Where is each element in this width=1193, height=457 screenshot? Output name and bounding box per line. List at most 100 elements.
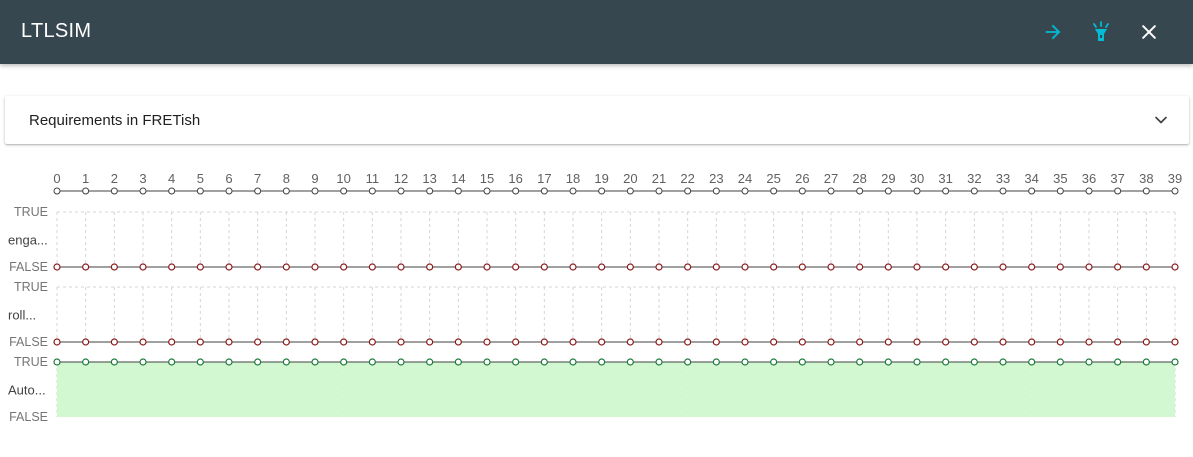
time-tick-label: 22 bbox=[680, 171, 694, 186]
time-tick-label: 19 bbox=[594, 171, 608, 186]
time-tick-label: 29 bbox=[881, 171, 895, 186]
signal-point bbox=[82, 263, 90, 271]
true-area bbox=[1060, 362, 1089, 417]
true-area bbox=[1031, 362, 1061, 417]
false-label: FALSE bbox=[9, 260, 48, 274]
signal-point bbox=[311, 263, 319, 271]
flashlight-icon bbox=[1093, 21, 1109, 41]
simulate-button[interactable] bbox=[1037, 16, 1069, 48]
signal-point bbox=[684, 338, 692, 346]
time-tick-label: 4 bbox=[168, 171, 175, 186]
time-tick-label: 2 bbox=[111, 171, 118, 186]
signal-point bbox=[1085, 358, 1093, 366]
signal-point bbox=[110, 263, 118, 271]
signal-point bbox=[1056, 358, 1064, 366]
true-area bbox=[831, 362, 860, 417]
time-axis-point bbox=[225, 187, 233, 195]
time-tick-label: 0 bbox=[53, 171, 60, 186]
signal-point bbox=[483, 338, 491, 346]
time-axis-point bbox=[827, 187, 835, 195]
time-axis-point bbox=[82, 187, 90, 195]
true-label: TRUE bbox=[14, 355, 48, 369]
signal-point bbox=[942, 358, 950, 366]
time-tick-label: 26 bbox=[795, 171, 809, 186]
true-area bbox=[143, 362, 172, 417]
time-tick-label: 27 bbox=[824, 171, 838, 186]
true-area bbox=[429, 362, 459, 417]
signal-point bbox=[741, 358, 749, 366]
signal-point bbox=[454, 358, 462, 366]
time-tick-label: 12 bbox=[394, 171, 408, 186]
highlight-button[interactable] bbox=[1085, 16, 1117, 48]
signal-row: TRUE FALSE Auto... bbox=[8, 355, 1179, 424]
time-axis-point bbox=[569, 187, 577, 195]
signal-point bbox=[856, 338, 864, 346]
signal-point bbox=[454, 338, 462, 346]
time-tick-label: 14 bbox=[451, 171, 465, 186]
time-tick-label: 24 bbox=[738, 171, 752, 186]
time-tick-label: 15 bbox=[480, 171, 494, 186]
true-area bbox=[687, 362, 717, 417]
signal-point bbox=[741, 338, 749, 346]
signal-point bbox=[913, 338, 921, 346]
signal-point bbox=[311, 338, 319, 346]
signal-point bbox=[1028, 263, 1036, 271]
time-axis-point bbox=[512, 187, 520, 195]
signal-point bbox=[426, 338, 434, 346]
signal-row: TRUE FALSE enga... bbox=[8, 205, 1179, 274]
time-axis-point bbox=[340, 187, 348, 195]
signal-point bbox=[1142, 358, 1150, 366]
signal-point bbox=[225, 263, 233, 271]
signal-point bbox=[426, 358, 434, 366]
time-tick-label: 30 bbox=[910, 171, 924, 186]
time-tick-label: 34 bbox=[1024, 171, 1038, 186]
close-button[interactable] bbox=[1133, 16, 1165, 48]
signal-point bbox=[340, 263, 348, 271]
time-tick-label: 32 bbox=[967, 171, 981, 186]
time-axis-point bbox=[1114, 187, 1122, 195]
signal-point bbox=[626, 338, 634, 346]
time-tick-label: 23 bbox=[709, 171, 723, 186]
time-axis-point bbox=[282, 187, 290, 195]
true-area bbox=[888, 362, 917, 417]
time-tick-label: 20 bbox=[623, 171, 637, 186]
signal-point bbox=[540, 358, 548, 366]
time-axis-point bbox=[856, 187, 864, 195]
signal-point bbox=[798, 358, 806, 366]
time-axis-point bbox=[970, 187, 978, 195]
true-area bbox=[1089, 362, 1118, 417]
time-axis-point bbox=[1171, 187, 1179, 195]
time-tick-label: 1 bbox=[82, 171, 89, 186]
signal-point bbox=[282, 263, 290, 271]
signal-point bbox=[884, 263, 892, 271]
time-tick-label: 38 bbox=[1139, 171, 1153, 186]
true-area bbox=[401, 362, 430, 417]
true-area bbox=[716, 362, 745, 417]
time-tick-label: 17 bbox=[537, 171, 551, 186]
time-axis-point bbox=[884, 187, 892, 195]
signal-point bbox=[1028, 338, 1036, 346]
true-area bbox=[1003, 362, 1032, 417]
signal-point bbox=[999, 358, 1007, 366]
signal-point bbox=[827, 358, 835, 366]
time-tick-label: 7 bbox=[254, 171, 261, 186]
signal-point bbox=[426, 263, 434, 271]
chevron-down-icon[interactable] bbox=[1151, 110, 1171, 130]
signal-point bbox=[397, 338, 405, 346]
true-area bbox=[458, 362, 487, 417]
requirements-panel[interactable]: Requirements in FRETish bbox=[5, 96, 1189, 144]
signal-point bbox=[53, 358, 61, 366]
signal-point bbox=[139, 358, 147, 366]
time-tick-label: 28 bbox=[852, 171, 866, 186]
true-area bbox=[487, 362, 516, 417]
signal-point bbox=[1114, 338, 1122, 346]
time-axis-point bbox=[53, 187, 61, 195]
time-tick-label: 13 bbox=[422, 171, 436, 186]
time-axis-point bbox=[168, 187, 176, 195]
true-label: TRUE bbox=[14, 205, 48, 219]
signal-point bbox=[53, 338, 61, 346]
signal-point bbox=[225, 338, 233, 346]
time-tick-label: 3 bbox=[139, 171, 146, 186]
signal-point bbox=[999, 263, 1007, 271]
time-axis-point bbox=[397, 187, 405, 195]
